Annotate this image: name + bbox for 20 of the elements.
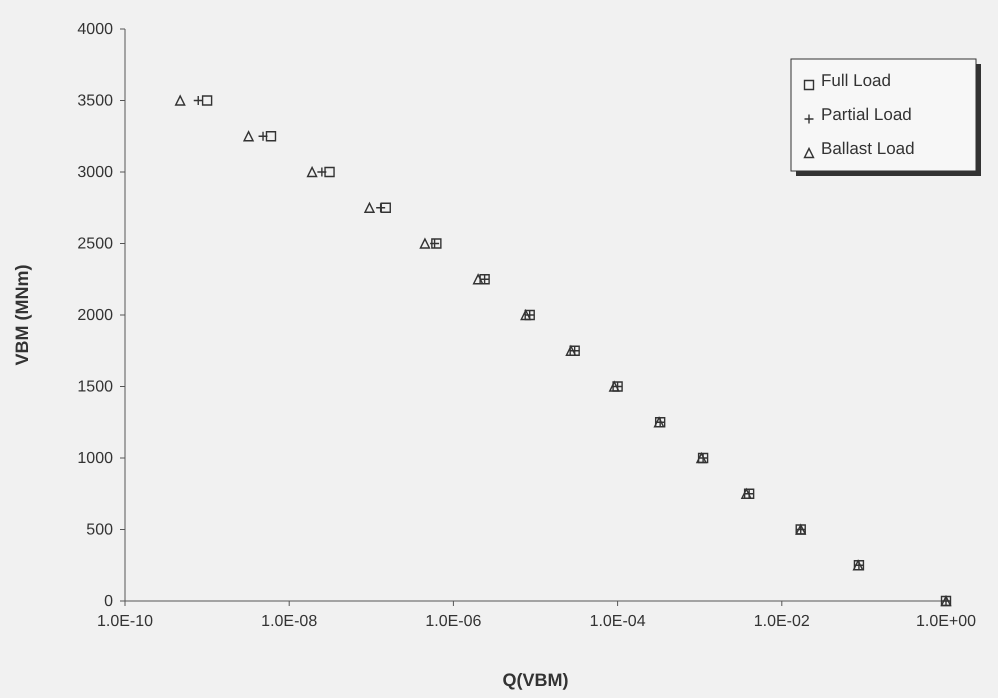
y-tick-label: 3000 [77, 164, 114, 181]
x-tick-label: 1.0E-06 [425, 613, 482, 630]
y-tick-label: 1500 [77, 378, 114, 396]
x-axis-title: Q(VBM) [502, 670, 568, 690]
legend-label: Full Load [821, 71, 891, 90]
y-axis-title: VBM (MNm) [12, 264, 32, 366]
y-tick-label: 2000 [77, 307, 114, 324]
x-tick-label: 1.0E-04 [590, 613, 646, 630]
y-tick-label: 1000 [77, 450, 114, 467]
legend-label: Partial Load [821, 105, 912, 124]
y-tick-label: 0 [104, 593, 114, 610]
x-tick-label: 1.0E-10 [96, 613, 154, 630]
x-tick-label: 1.0E-08 [261, 613, 318, 630]
legend-label: Ballast Load [821, 139, 915, 158]
x-tick-label: 1.0E-02 [754, 613, 810, 630]
y-tick-label: 2500 [77, 236, 114, 252]
x-tick-label: 1.0E+00 [916, 613, 976, 630]
y-tick-label: 500 [86, 522, 114, 538]
y-tick-label: 3500 [77, 92, 114, 110]
y-tick-label: 4000 [77, 21, 114, 38]
